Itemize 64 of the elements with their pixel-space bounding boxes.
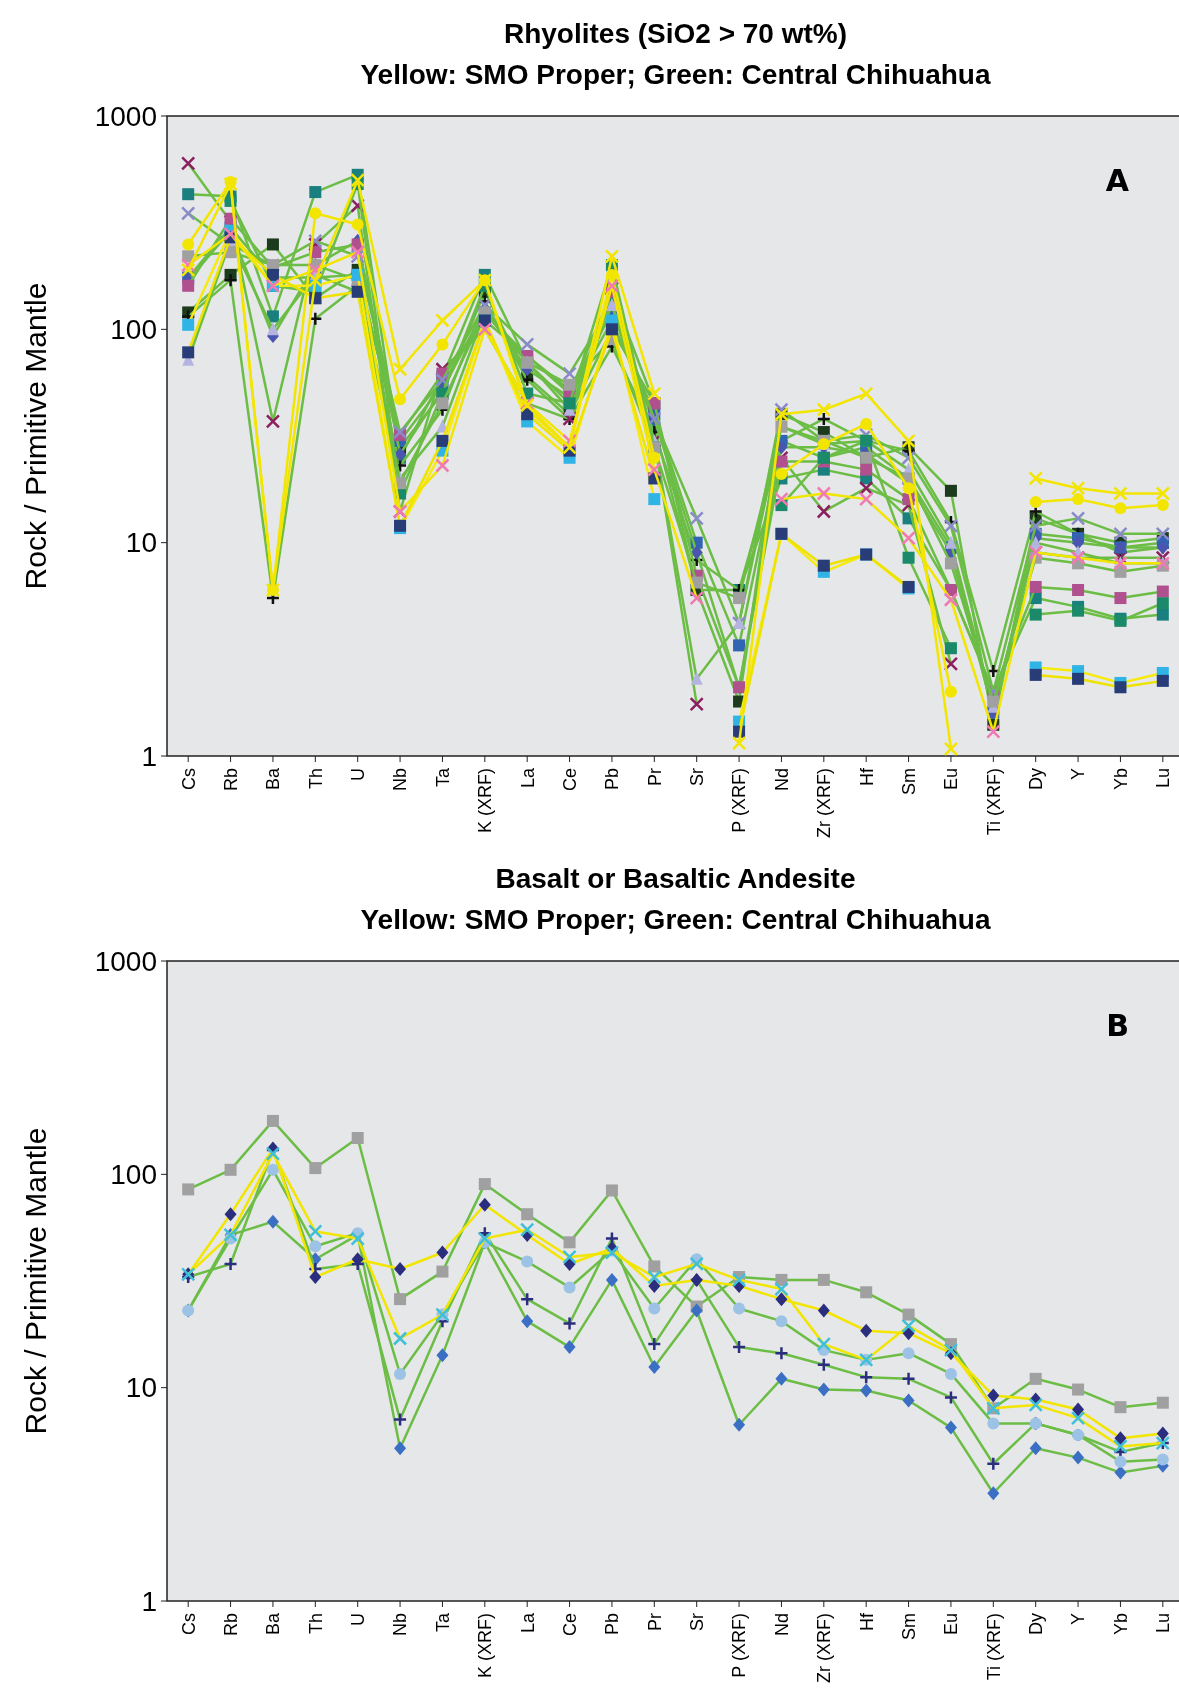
x-tick-label: Rb (220, 768, 241, 792)
x-tick-label: Ti (XRF) (983, 1613, 1004, 1681)
y-tick-label: 100 (110, 314, 157, 346)
x-tick-label: Sr (686, 767, 707, 786)
x-tick-label: Yb (1110, 768, 1131, 791)
y-tick-label: 1000 (94, 945, 157, 977)
x-tick-label: Cs (178, 768, 199, 790)
x-tick-label: P (XRF) (729, 768, 750, 833)
x-tick-label: Nd (771, 768, 792, 792)
x-tick-label: Ti (XRF) (983, 768, 1004, 836)
x-tick-label: Pb (602, 1613, 623, 1636)
x-tick-label: La (517, 1612, 538, 1634)
chart-subtitle: Yellow: SMO Proper; Green: Central Chihuahua (360, 59, 991, 90)
x-tick-label: Rb (220, 1613, 241, 1637)
x-tick-label: P (XRF) (729, 1613, 750, 1678)
x-tick-label: Pr (644, 1612, 665, 1631)
x-tick-label: Eu (941, 1613, 962, 1636)
x-tick-label: Nd (771, 1613, 792, 1637)
chart-subtitle: Yellow: SMO Proper; Green: Central Chihuahua (360, 904, 991, 935)
x-tick-label: Th (305, 768, 326, 790)
x-tick-label: Sm (898, 1613, 919, 1640)
annotation: B (1106, 1008, 1129, 1043)
x-tick-label: Pr (644, 767, 665, 786)
x-tick-label: Th (305, 1613, 326, 1635)
x-tick-label: Y (1068, 1613, 1089, 1626)
x-tick-label: Nb (390, 768, 411, 792)
x-tick-label: Dy (1025, 768, 1046, 790)
x-tick-label: U (347, 1613, 368, 1626)
y-tick-label: 10 (125, 1372, 157, 1404)
chart-title: Basalt or Basaltic Andesite (495, 863, 856, 894)
x-tick-label: Nb (390, 1613, 411, 1637)
y-tick-label: 1 (141, 740, 157, 772)
x-tick-label: Ba (263, 767, 284, 791)
x-tick-label: La (517, 767, 538, 789)
x-tick-label: Sr (686, 1612, 707, 1631)
x-tick-label: Ta (432, 1612, 453, 1633)
x-tick-label: Pb (602, 768, 623, 791)
x-tick-label: Y (1068, 768, 1089, 781)
x-tick-label: K (XRF) (475, 768, 496, 833)
x-tick-label: Ce (559, 768, 580, 792)
x-tick-label: Cs (178, 1613, 199, 1635)
x-tick-label: Hf (856, 767, 877, 786)
y-axis-title: Rock / Primitive Mantle (19, 282, 52, 590)
y-tick-label: 10 (125, 527, 157, 559)
x-tick-label: Sm (898, 768, 919, 795)
x-tick-label: Lu (1153, 1613, 1174, 1634)
x-tick-label: Lu (1153, 768, 1174, 789)
y-tick-label: 100 (110, 1159, 157, 1191)
x-tick-label: Ce (559, 1613, 580, 1637)
y-axis-title: Rock / Primitive Mantle (19, 1127, 52, 1435)
x-tick-label: U (347, 768, 368, 781)
y-tick-label: 1 (141, 1585, 157, 1617)
x-tick-label: Hf (856, 1612, 877, 1631)
y-tick-label: 1000 (94, 100, 157, 132)
x-tick-label: K (XRF) (475, 1613, 496, 1678)
chart-title: Rhyolites (SiO2 > 70 wt%) (503, 18, 848, 49)
x-tick-label: Zr (XRF) (814, 768, 835, 838)
x-tick-label: Dy (1025, 1613, 1046, 1635)
x-tick-label: Ba (263, 1612, 284, 1636)
x-tick-label: Ta (432, 767, 453, 788)
x-tick-label: Zr (XRF) (814, 1613, 835, 1683)
x-tick-label: Yb (1110, 1613, 1131, 1636)
annotation: A (1105, 163, 1130, 198)
x-tick-label: Eu (941, 768, 962, 791)
